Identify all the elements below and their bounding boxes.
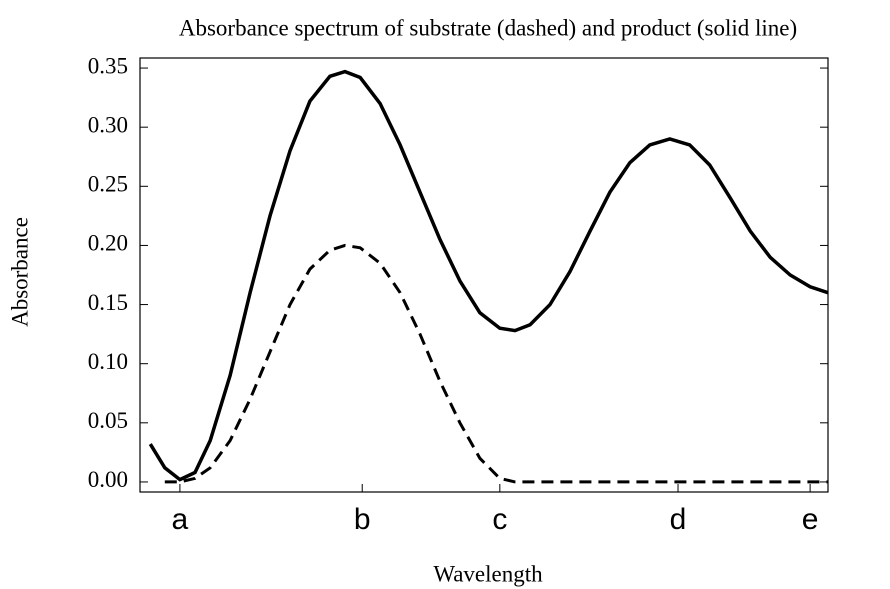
y-tick-label: 0.00 [88,467,128,492]
y-tick-label: 0.35 [88,53,128,78]
y-axis-label: Absorbance [7,217,32,327]
y-tick-label: 0.30 [88,112,128,137]
series-line [148,69,829,482]
y-tick-label: 0.20 [88,231,128,256]
x-tick-label: c [492,503,507,536]
plot-frame [139,57,829,493]
x-tick-label: a [172,503,189,536]
x-tick-label: b [354,503,371,536]
y-tick-label: 0.25 [88,172,128,197]
x-axis-label: Wavelength [433,561,543,586]
x-tick-label: e [802,503,819,536]
y-tick-label: 0.15 [88,290,128,315]
series-line [164,243,828,484]
x-tick-label: d [670,503,687,536]
y-tick-label: 0.10 [88,349,128,374]
y-tick-label: 0.05 [88,408,128,433]
chart-title: Absorbance spectrum of substrate (dashed… [179,15,797,40]
